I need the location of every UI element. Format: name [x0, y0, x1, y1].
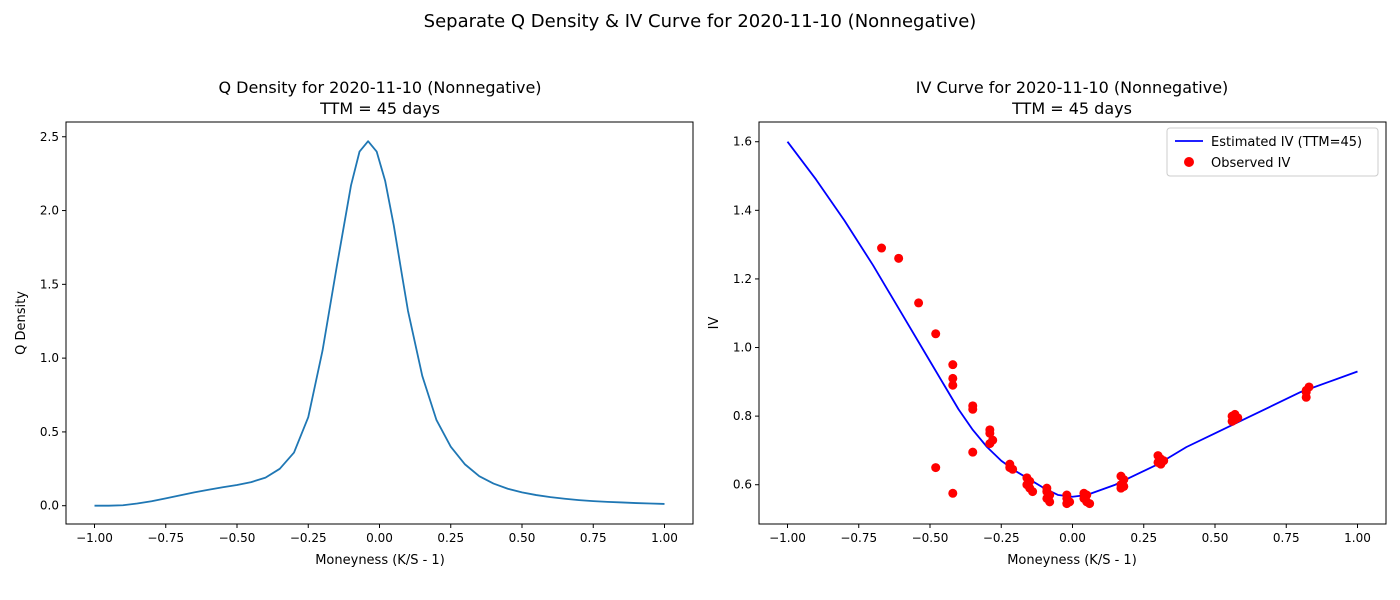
- q-density-xtick-label: −0.75: [147, 531, 184, 545]
- iv-curve-ytick-label: 0.8: [733, 409, 752, 423]
- q-density-xtick-label: 0.25: [437, 531, 464, 545]
- iv-curve-observed-point: [948, 380, 958, 390]
- iv-curve-xtick-label: 0.25: [1130, 531, 1157, 545]
- iv-legend-label-observed: Observed IV: [1211, 156, 1291, 171]
- iv-curve-observed-point: [931, 329, 941, 339]
- iv-curve-observed-point: [985, 428, 995, 438]
- q-density-xtick-label: −0.25: [290, 531, 327, 545]
- q-density-xtick-label: 0.50: [509, 531, 536, 545]
- iv-legend-box: [1166, 127, 1379, 177]
- q-density-xtick-label: −1.00: [76, 531, 113, 545]
- iv-curve-observed-point: [1028, 487, 1038, 497]
- q-density-ylabel: Q Density: [14, 291, 29, 355]
- q-density-ytick-label: 0.5: [40, 425, 59, 439]
- q-density-xtick-label: 0.75: [580, 531, 607, 545]
- iv-curve-observed-point: [1230, 409, 1240, 419]
- iv-curve-observed-point: [1116, 483, 1126, 493]
- iv-curve-observed-point: [931, 463, 941, 473]
- iv-curve-xlabel: Moneyness (K/S - 1): [1007, 553, 1137, 568]
- iv-curve-observed-point: [914, 298, 924, 308]
- q-density-ytick-label: 0.0: [40, 499, 59, 513]
- q-density-title: Q Density for 2020-11-10 (Nonnegative): [218, 78, 541, 97]
- iv-curve-xtick-label: −0.25: [983, 531, 1020, 545]
- q-density-line: [94, 140, 665, 507]
- q-density-xtick-label: 0.00: [366, 531, 393, 545]
- iv-curve-observed-point: [985, 439, 995, 449]
- iv-curve-xtick-label: 1.00: [1344, 531, 1371, 545]
- iv-curve-observed-point: [877, 243, 887, 253]
- iv-legend: Estimated IV (TTM=45) Observed IV: [1166, 127, 1379, 177]
- iv-legend-marker-swatch: [1184, 157, 1194, 167]
- iv-curve-xtick-label: 0.50: [1202, 531, 1229, 545]
- q-density-subtitle: TTM = 45 days: [319, 99, 440, 118]
- q-density-chart: Q Density for 2020-11-10 (Nonnegative) T…: [14, 78, 694, 568]
- iv-curve-observed-point: [1045, 497, 1055, 507]
- iv-curve-title: IV Curve for 2020-11-10 (Nonnegative): [916, 78, 1229, 97]
- iv-curve-observed-point: [1062, 499, 1072, 509]
- iv-curve-observed-point: [894, 253, 904, 263]
- iv-curve-ytick-label: 1.6: [733, 135, 752, 149]
- iv-curve-ytick-label: 1.0: [733, 341, 752, 355]
- iv-curve-ytick-label: 1.2: [733, 272, 752, 286]
- iv-curve-xtick-label: −1.00: [769, 531, 806, 545]
- q-density-ytick-label: 2.0: [40, 204, 59, 218]
- q-density-xlabel: Moneyness (K/S - 1): [315, 553, 445, 568]
- iv-curve-observed-point: [1159, 456, 1169, 466]
- iv-curve-ylabel: IV: [707, 317, 722, 330]
- iv-curve-observed-point: [1301, 392, 1311, 402]
- iv-curve-chart: IV Curve for 2020-11-10 (Nonnegative) TT…: [707, 78, 1387, 568]
- q-density-ytick-label: 1.5: [40, 277, 59, 291]
- q-density-ytick-label: 1.0: [40, 351, 59, 365]
- iv-curve-observed-point: [968, 447, 978, 457]
- figure-suptitle: Separate Q Density & IV Curve for 2020-1…: [424, 11, 977, 32]
- q-density-xtick-label: 1.00: [651, 531, 678, 545]
- iv-curve-xtick-label: −0.75: [840, 531, 877, 545]
- iv-curve-ytick-label: 0.6: [733, 478, 752, 492]
- iv-curve-ytick-label: 1.4: [733, 203, 752, 217]
- iv-curve-observed-point: [1227, 416, 1237, 426]
- iv-curve-observed-point: [948, 488, 958, 498]
- iv-curve-subtitle: TTM = 45 days: [1011, 99, 1132, 118]
- iv-curve-xtick-label: 0.00: [1059, 531, 1086, 545]
- iv-legend-label-estimated: Estimated IV (TTM=45): [1211, 135, 1362, 150]
- q-density-xtick-label: −0.50: [219, 531, 256, 545]
- iv-curve-observed-point: [1008, 464, 1018, 474]
- iv-curve-xtick-label: 0.75: [1273, 531, 1300, 545]
- iv-curve-observed-point: [1085, 499, 1095, 509]
- iv-curve-xtick-label: −0.50: [912, 531, 949, 545]
- iv-curve-observed-point: [968, 404, 978, 414]
- q-density-ytick-label: 2.5: [40, 130, 59, 144]
- iv-curve-observed-point: [948, 360, 958, 370]
- iv-curve-observed-point: [948, 373, 958, 383]
